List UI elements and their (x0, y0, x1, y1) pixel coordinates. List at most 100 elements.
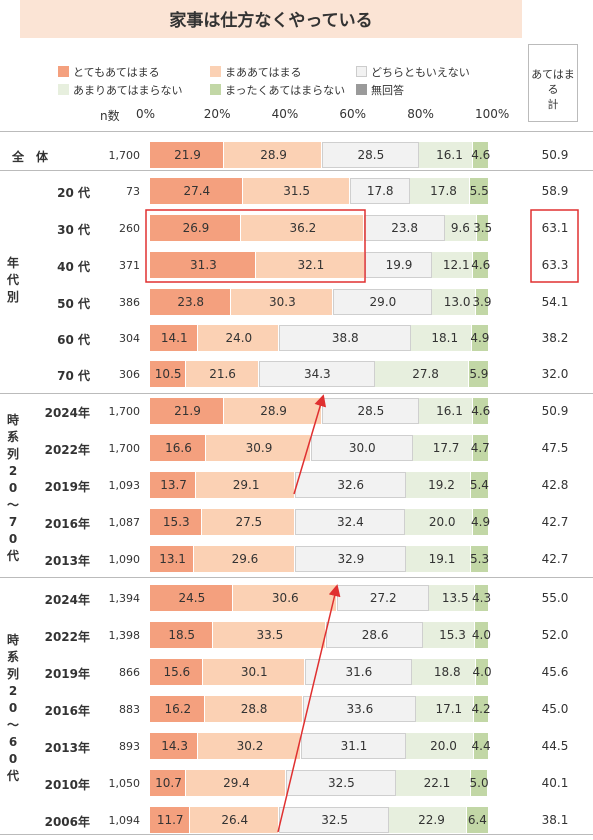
bar-value-label: 5.4 (469, 478, 489, 492)
row-n-value: 866 (119, 666, 140, 679)
bar-segment (423, 622, 476, 648)
bar-value-label: 30.0 (348, 441, 376, 455)
bar-value-label: 13.7 (160, 478, 187, 492)
row-label: 60 代 (57, 333, 90, 347)
row-sum-value: 42.8 (541, 478, 569, 492)
row-sum-value: 52.0 (541, 628, 569, 642)
bar-value-label: 16.2 (164, 702, 192, 716)
bar-segment (300, 733, 407, 759)
bar-segment (416, 696, 475, 722)
bar-segment (150, 252, 257, 278)
bar-value-label: 9.6 (450, 221, 470, 235)
row-sum-value: 63.1 (541, 221, 569, 235)
group-label: 年代別 (6, 256, 19, 304)
bar-value-label: 27.5 (235, 515, 263, 529)
bar-segment (150, 325, 198, 351)
bar-segment (322, 398, 419, 424)
row-label: 2022年 (44, 630, 90, 644)
bar-segment (389, 807, 467, 833)
bar-value-label: 31.1 (340, 739, 368, 753)
axis-tick-label: 60% (339, 107, 367, 121)
row-label: 40 代 (57, 260, 90, 274)
group-separator (0, 170, 593, 171)
row-label: 2024年 (44, 593, 90, 607)
bar-value-label: 19.1 (428, 552, 456, 566)
row-label: 2024年 (44, 406, 90, 420)
bar-value-label: 19.9 (385, 258, 413, 272)
bar-segment (406, 546, 472, 572)
legend-swatch (356, 84, 367, 95)
bar-value-label: 32.9 (337, 552, 365, 566)
bar-value-label: 17.8 (366, 184, 394, 198)
bar-value-label: 31.6 (345, 665, 373, 679)
bar-segment (470, 472, 489, 498)
bar-segment (150, 585, 234, 611)
row-sum-value: 40.1 (541, 776, 569, 790)
bar-value-label: 32.5 (321, 813, 348, 827)
row-sum-value: 45.0 (541, 702, 569, 716)
bar-segment (474, 585, 490, 611)
bar-value-label: 5.3 (470, 552, 490, 566)
bar-segment (150, 398, 225, 424)
axis-tick-label: 0% (136, 107, 156, 121)
bar-segment (150, 546, 195, 572)
row-n-value: 1,090 (108, 553, 141, 566)
row-sum-value: 44.5 (541, 739, 569, 753)
bar-segment (302, 696, 417, 722)
bar-segment (472, 325, 489, 351)
row-n-value: 1,700 (108, 149, 141, 162)
group-label: 時系列20～60代 (6, 633, 19, 783)
bar-value-label: 24.0 (225, 331, 253, 345)
bar-value-label: 13.0 (443, 295, 471, 309)
row-n-value: 1,700 (108, 442, 141, 455)
legend-label: まああてはまる (225, 66, 302, 79)
bar-value-label: 20.0 (428, 515, 456, 529)
bar-value-label: 21.9 (174, 148, 201, 162)
bar-value-label: 5.0 (469, 776, 489, 790)
row-n-value: 1,700 (108, 405, 141, 418)
bar-value-label: 5.9 (469, 367, 489, 381)
highlight-box-sum-30-40 (530, 209, 579, 283)
bar-segment (418, 142, 474, 168)
row-label: 2019年 (44, 667, 90, 681)
bar-value-label: 30.6 (271, 591, 299, 605)
bar-value-label: 16.6 (165, 441, 192, 455)
legend-item: とてもあてはまる (58, 64, 160, 80)
bar-segment (412, 659, 476, 685)
row-n-value: 386 (119, 296, 140, 309)
bar-value-label: 19.2 (428, 478, 455, 492)
bar-value-label: 32.4 (337, 515, 364, 529)
bar-segment (150, 215, 242, 241)
bar-value-label: 17.1 (435, 702, 463, 716)
bar-value-label: 17.7 (432, 441, 460, 455)
bar-segment (322, 142, 419, 168)
bar-segment (418, 398, 474, 424)
bar-value-label: 26.4 (221, 813, 249, 827)
bar-value-label: 4.4 (471, 739, 491, 753)
legend-swatch (210, 66, 221, 77)
axis-tick-label: 80% (407, 107, 434, 121)
bar-segment (241, 215, 364, 241)
group-label: 時系列20～70代 (6, 413, 19, 563)
row-label: 2016年 (44, 704, 90, 718)
bar-segment (471, 546, 489, 572)
row-label: 50 代 (57, 297, 90, 311)
row-n-value: 1,050 (108, 777, 141, 790)
bar-segment (444, 215, 478, 241)
bar-value-label: 4.9 (471, 515, 491, 529)
row-sum-value: 47.5 (541, 441, 569, 455)
row-label: 2022年 (44, 443, 90, 457)
bar-value-label: 4.6 (471, 148, 491, 162)
bar-value-label: 23.8 (177, 295, 205, 309)
legend-swatch (356, 66, 367, 77)
bar-segment (375, 361, 470, 387)
bar-segment (431, 289, 476, 315)
bar-value-label: 14.1 (160, 331, 188, 345)
row-label: 70 代 (57, 369, 90, 383)
row-n-value: 883 (119, 703, 140, 716)
bar-segment (189, 807, 280, 833)
bar-segment (475, 289, 489, 315)
bar-value-label: 28.5 (357, 404, 385, 418)
bar-value-label: 27.4 (183, 184, 211, 198)
bar-segment (230, 289, 334, 315)
